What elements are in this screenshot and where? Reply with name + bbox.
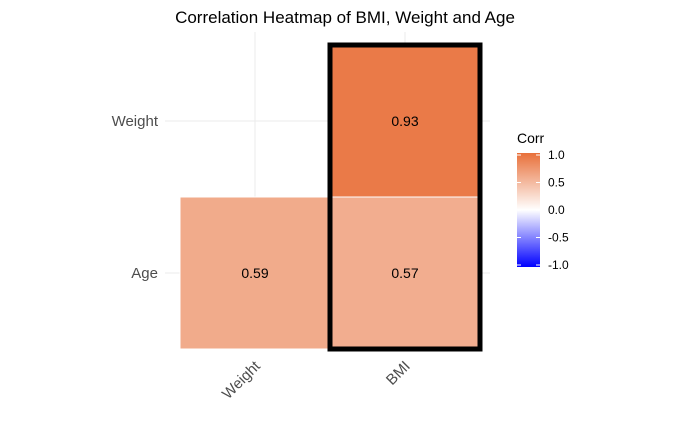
heatmap-cells	[179, 44, 481, 350]
legend-tick-label: -1.0	[548, 258, 569, 272]
legend-colorbar	[517, 153, 540, 267]
x-axis-tick-labels: Weight BMI	[219, 357, 414, 402]
legend-title: Corr	[517, 130, 545, 146]
legend-ticks: 1.0 0.5 0.0 -0.5 -1.0	[517, 148, 569, 272]
legend-tick-label: 0.0	[548, 203, 565, 217]
legend-tick-label: 0.5	[548, 176, 565, 190]
heatmap-cell	[179, 196, 331, 350]
legend-tick-label: -0.5	[548, 231, 569, 245]
chart-title: Correlation Heatmap of BMI, Weight and A…	[175, 8, 515, 27]
highlight-outline	[327, 42, 483, 352]
y-tick-label: Weight	[112, 113, 159, 130]
y-axis-tick-labels: Weight Age	[112, 113, 159, 282]
highlight-column-outline	[327, 42, 483, 352]
x-tick-label: Weight	[219, 357, 264, 402]
x-tick-label: BMI	[383, 358, 414, 389]
cell-value-label: 0.57	[391, 265, 418, 281]
heatmap-cell	[329, 196, 481, 350]
cell-value-label: 0.93	[391, 113, 418, 129]
cell-value-label: 0.59	[241, 265, 268, 281]
y-tick-label: Age	[131, 265, 158, 282]
color-legend: Corr 1.0 0.5 0.0 -0.5 -1.0	[517, 130, 569, 272]
legend-tick-label: 1.0	[548, 148, 565, 162]
heatmap-cell-labels: 0.93 0.59 0.57	[241, 113, 418, 281]
heatmap-cell	[329, 44, 481, 198]
